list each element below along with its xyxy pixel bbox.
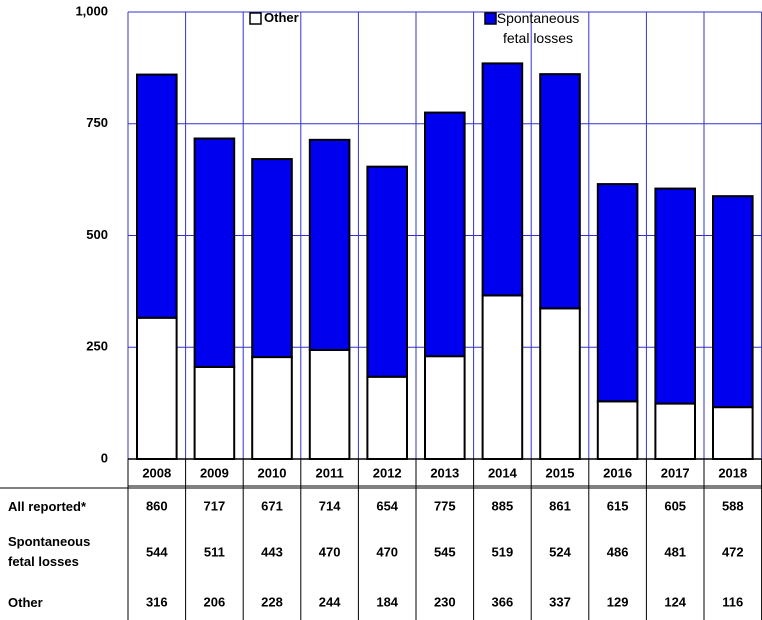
bar-segment bbox=[596, 400, 639, 461]
table-cell: 654 bbox=[376, 498, 398, 513]
table-cell: 443 bbox=[261, 544, 283, 559]
bar-segment bbox=[424, 355, 466, 460]
row-header: Other bbox=[8, 595, 43, 610]
x-tick-label: 2014 bbox=[488, 465, 518, 480]
table-cell: 337 bbox=[549, 594, 571, 609]
table-cell: 470 bbox=[319, 544, 341, 559]
table-cell: 486 bbox=[607, 544, 629, 559]
row-header: All reported* bbox=[8, 499, 87, 514]
table-cell: 588 bbox=[722, 498, 744, 513]
y-tick-label: 1,000 bbox=[75, 3, 108, 18]
table-cell: 472 bbox=[722, 544, 744, 559]
table-cell: 184 bbox=[376, 594, 398, 609]
x-tick-label: 2011 bbox=[315, 465, 343, 480]
table-cell: 470 bbox=[376, 544, 398, 559]
bar-segment bbox=[654, 187, 697, 405]
y-tick-label: 0 bbox=[101, 450, 108, 465]
y-tick-label: 750 bbox=[86, 115, 108, 130]
legend-label: Other bbox=[264, 10, 299, 25]
table-cell: 717 bbox=[204, 498, 226, 513]
table-cell: 511 bbox=[204, 544, 225, 559]
bar-segment bbox=[481, 294, 524, 461]
table-cell: 605 bbox=[664, 498, 686, 513]
table-cell: 116 bbox=[722, 594, 743, 609]
row-header: Spontaneous fetal losses bbox=[8, 534, 91, 569]
table-cell: 366 bbox=[492, 594, 514, 609]
table-cell: 244 bbox=[319, 594, 341, 609]
x-tick-label: 2009 bbox=[200, 465, 229, 480]
x-tick-label: 2015 bbox=[546, 465, 575, 480]
x-tick-label: 2013 bbox=[430, 465, 459, 480]
table-cell: 544 bbox=[146, 544, 168, 559]
table-cell: 124 bbox=[664, 594, 686, 609]
table-cell: 860 bbox=[146, 498, 168, 513]
x-tick-label: 2016 bbox=[603, 465, 632, 480]
bar-segment bbox=[424, 111, 466, 358]
y-tick-label: 250 bbox=[86, 339, 108, 354]
bar-segment bbox=[539, 73, 581, 310]
table-cell: 775 bbox=[434, 498, 456, 513]
bar-segment bbox=[308, 138, 351, 351]
bar-segment bbox=[539, 307, 581, 460]
x-tick-label: 2017 bbox=[661, 465, 690, 480]
bar-segment bbox=[136, 316, 178, 460]
bar-segment bbox=[193, 137, 236, 368]
x-tick-label: 2010 bbox=[258, 465, 287, 480]
table-cell: 206 bbox=[204, 594, 226, 609]
bar-segment bbox=[366, 375, 408, 461]
y-tick-label: 500 bbox=[86, 227, 108, 242]
bar-segment bbox=[596, 183, 639, 403]
table-cell: 519 bbox=[492, 544, 514, 559]
table-cell: 615 bbox=[607, 498, 629, 513]
x-tick-label: 2008 bbox=[142, 465, 171, 480]
bar-segment bbox=[654, 402, 697, 460]
legend-swatch bbox=[249, 12, 262, 25]
table-cell: 714 bbox=[319, 498, 341, 513]
table-cell: 129 bbox=[607, 594, 629, 609]
table-cell: 885 bbox=[492, 498, 514, 513]
x-tick-label: 2018 bbox=[718, 465, 747, 480]
bar-segment bbox=[251, 356, 293, 461]
table-cell: 228 bbox=[261, 594, 283, 609]
bar-segment bbox=[712, 406, 754, 461]
bar-segment bbox=[366, 165, 408, 378]
bar-segment bbox=[308, 348, 351, 461]
x-tick-label: 2012 bbox=[373, 465, 402, 480]
bar-segment bbox=[193, 365, 236, 460]
table-cell: 671 bbox=[261, 498, 283, 513]
table-cell: 316 bbox=[146, 594, 168, 609]
table-cell: 545 bbox=[434, 544, 456, 559]
table-cell: 861 bbox=[549, 498, 571, 513]
bar-segment bbox=[712, 195, 754, 409]
legend-label: Spontaneous fetal losses bbox=[496, 10, 580, 46]
table-cell: 230 bbox=[434, 594, 456, 609]
bar-segment bbox=[251, 158, 293, 359]
bar-segment bbox=[481, 62, 524, 297]
table-cell: 524 bbox=[549, 544, 571, 559]
bar-segment bbox=[136, 73, 178, 319]
table-cell: 481 bbox=[664, 544, 686, 559]
legend-swatch bbox=[484, 12, 497, 25]
